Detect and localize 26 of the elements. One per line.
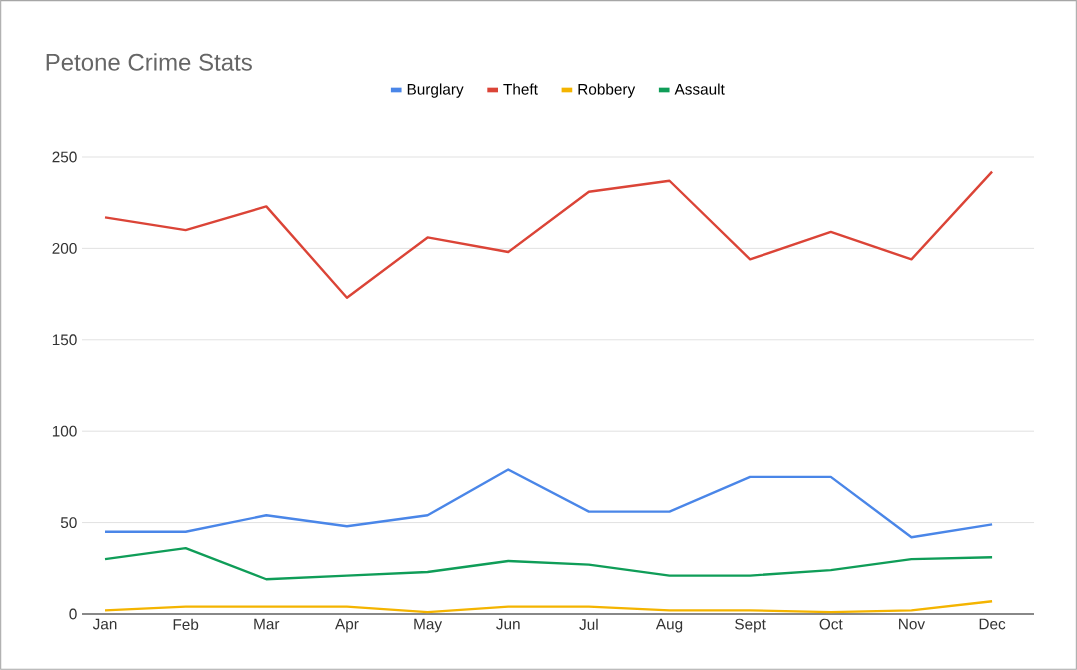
x-tick-label: Mar [254, 618, 280, 630]
line-series [103, 468, 994, 539]
x-tick-label: Sept [735, 618, 766, 633]
y-tick-label: 100 [52, 425, 77, 437]
x-tick-label: Feb [173, 618, 199, 630]
x-tick-label: Jul [579, 618, 598, 630]
y-tick-label: 150 [52, 334, 77, 346]
x-tick-label: Apr [335, 618, 359, 633]
x-tick-label: Jun [496, 618, 520, 630]
legend-label: Theft [503, 83, 538, 95]
chart-title: Petone Crime Stats [46, 53, 252, 71]
x-tick-label: Jan [92, 618, 117, 630]
y-tick-label: 0 [69, 608, 77, 620]
line-series [103, 170, 994, 299]
y-tick-label: 200 [52, 242, 77, 254]
legend-label: Robbery [578, 83, 636, 98]
x-tick-label: Aug [655, 618, 683, 633]
x-tick-label: Nov [899, 618, 926, 630]
y-tick-label: 250 [52, 151, 77, 163]
legend-label: Burglary [407, 83, 464, 98]
line-series [103, 546, 994, 581]
y-tick-label: 50 [60, 517, 77, 529]
x-tick-label: Oct [819, 618, 843, 630]
legend-label: Assault [674, 83, 725, 95]
x-tick-label: May [414, 618, 443, 633]
x-tick-label: Dec [979, 618, 1006, 630]
